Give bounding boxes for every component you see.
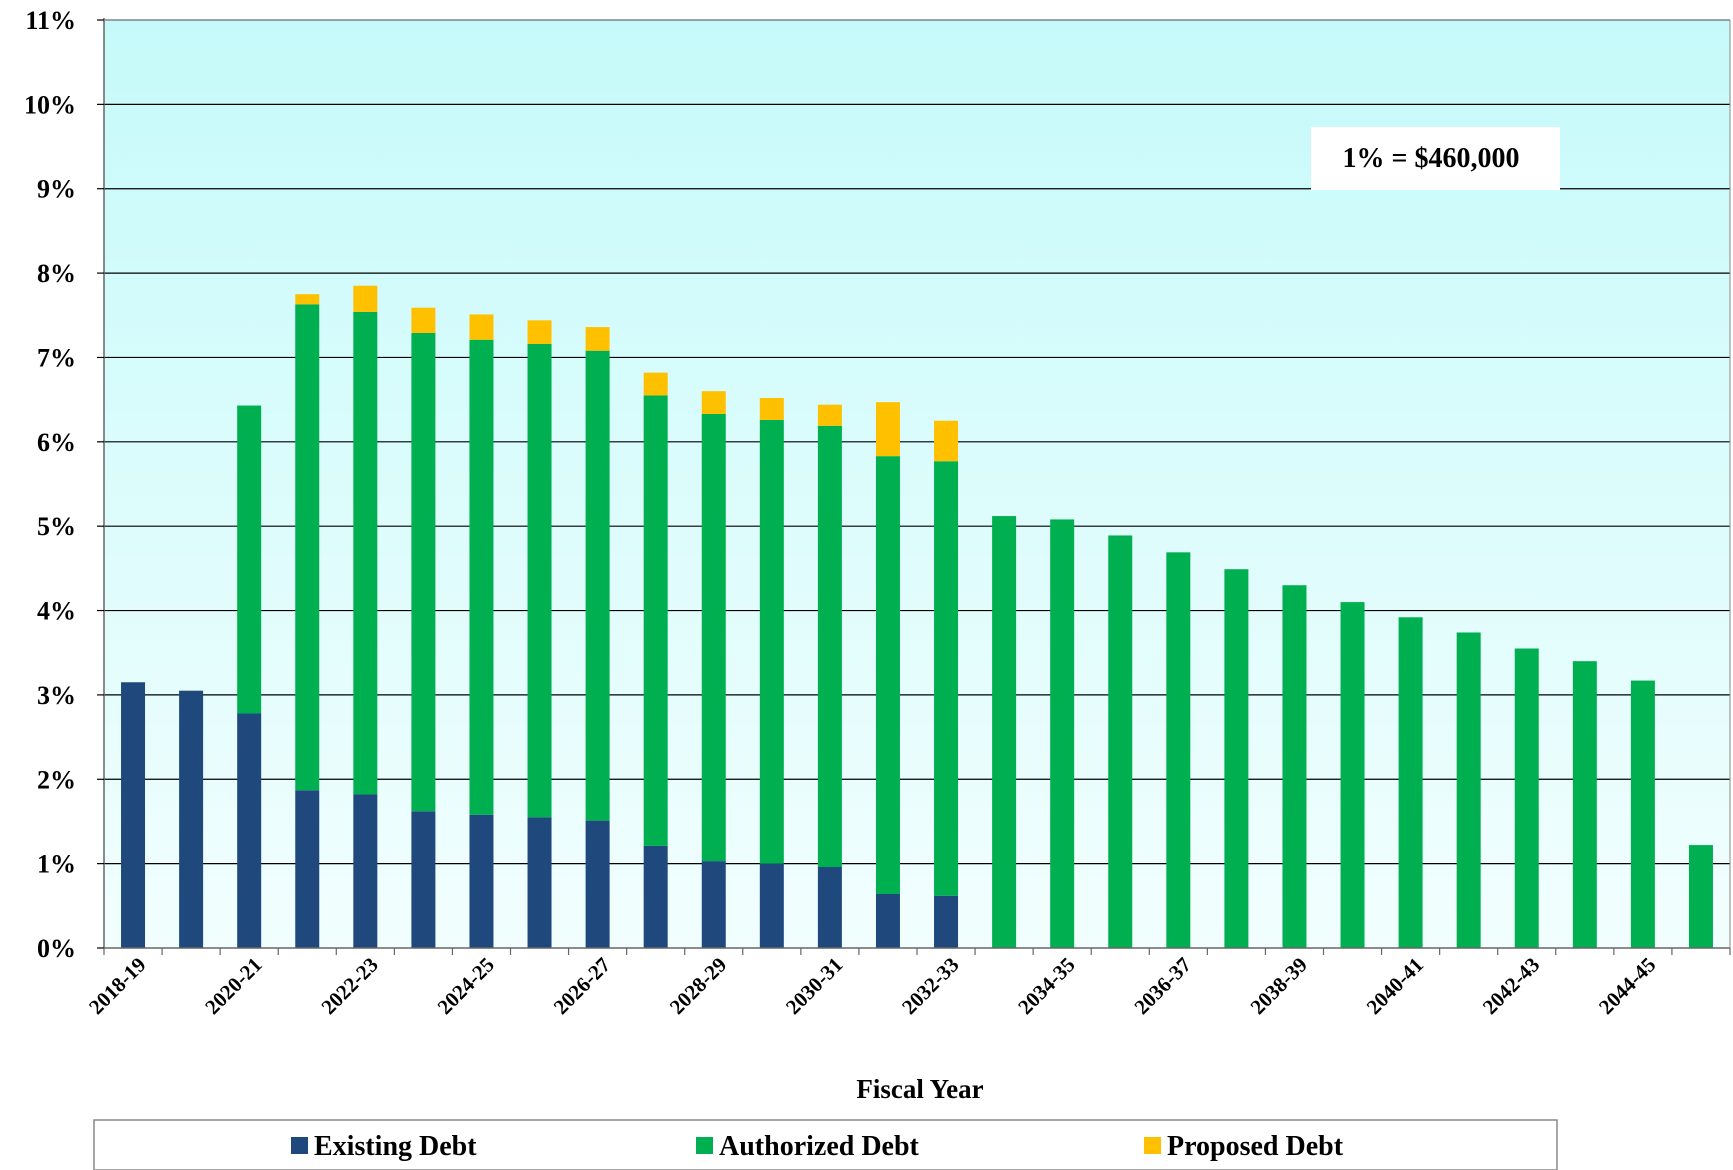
x-tick-label: 2040-41 bbox=[1362, 953, 1428, 1019]
x-tick-label: 2032-33 bbox=[897, 953, 963, 1019]
y-tick-label: 1% bbox=[37, 850, 76, 879]
existing-debt-bar bbox=[121, 682, 146, 948]
x-tick-label: 2026-27 bbox=[549, 953, 615, 1019]
y-tick-label: 10% bbox=[24, 90, 76, 119]
proposed-debt-bar bbox=[295, 294, 320, 305]
legend-swatch-existing bbox=[291, 1137, 308, 1154]
authorized-debt-bar bbox=[1572, 661, 1597, 948]
x-tick-label: 2020-21 bbox=[200, 953, 266, 1019]
authorized-debt-bar bbox=[1340, 602, 1365, 948]
authorized-debt-bar bbox=[1688, 845, 1713, 948]
x-axis-label: Fiscal Year bbox=[856, 1074, 983, 1104]
authorized-debt-bar bbox=[1166, 552, 1191, 948]
y-tick-label: 9% bbox=[37, 175, 76, 204]
authorized-debt-bar bbox=[1630, 680, 1655, 948]
x-tick-label: 2030-31 bbox=[781, 953, 847, 1019]
authorized-debt-bar bbox=[1456, 632, 1481, 948]
existing-debt-bar bbox=[527, 817, 552, 948]
y-tick-label: 11% bbox=[25, 6, 76, 35]
authorized-debt-bar bbox=[1398, 617, 1423, 948]
legend-swatch-proposed bbox=[1144, 1137, 1161, 1154]
authorized-debt-bar bbox=[1224, 569, 1249, 948]
existing-debt-bar bbox=[701, 861, 726, 948]
legend: Existing Debt Authorized Debt Proposed D… bbox=[93, 1119, 1558, 1170]
authorized-debt-bar bbox=[992, 516, 1017, 948]
proposed-debt-bar bbox=[469, 314, 494, 340]
y-axis-ticks: 0% 1% 2% 3% 4% 5% 6% 7% 8% 9% 10% 11% bbox=[24, 6, 104, 963]
authorized-debt-bar bbox=[759, 419, 784, 864]
y-tick-label: 7% bbox=[37, 343, 76, 372]
authorized-debt-bar bbox=[527, 343, 552, 818]
authorized-debt-bar bbox=[817, 425, 842, 868]
existing-debt-bar bbox=[585, 820, 610, 948]
annotation-text: 1% = $460,000 bbox=[1343, 143, 1520, 174]
legend-swatch-authorized bbox=[696, 1137, 713, 1154]
authorized-debt-bar bbox=[585, 350, 610, 821]
existing-debt-bar bbox=[469, 814, 494, 948]
y-tick-label: 6% bbox=[37, 428, 76, 457]
existing-debt-bar bbox=[875, 894, 900, 948]
authorized-debt-bar bbox=[469, 339, 494, 815]
authorized-debt-bar bbox=[1282, 585, 1307, 948]
legend-label-authorized: Authorized Debt bbox=[719, 1131, 920, 1162]
x-tick-label: 2024-25 bbox=[433, 953, 499, 1019]
authorized-debt-bar bbox=[1050, 519, 1075, 948]
proposed-debt-bar bbox=[643, 372, 668, 396]
legend-frame bbox=[93, 1119, 1558, 1170]
x-tick-label: 2022-23 bbox=[316, 953, 382, 1019]
proposed-debt-bar bbox=[701, 391, 726, 414]
authorized-debt-bar bbox=[411, 332, 436, 812]
proposed-debt-bar bbox=[875, 402, 900, 457]
existing-debt-bar bbox=[759, 863, 784, 948]
y-tick-label: 3% bbox=[37, 681, 76, 710]
existing-debt-bar bbox=[237, 713, 262, 948]
authorized-debt-bar bbox=[353, 311, 378, 795]
proposed-debt-bar bbox=[817, 404, 842, 426]
proposed-debt-bar bbox=[585, 327, 610, 351]
proposed-debt-bar bbox=[934, 420, 959, 462]
x-tick-label: 2038-39 bbox=[1246, 953, 1312, 1019]
y-tick-label: 8% bbox=[37, 259, 76, 288]
existing-debt-bar bbox=[934, 895, 959, 948]
legend-label-proposed: Proposed Debt bbox=[1167, 1131, 1344, 1162]
legend-label-existing: Existing Debt bbox=[314, 1131, 477, 1162]
y-tick-label: 0% bbox=[37, 934, 76, 963]
proposed-debt-bar bbox=[353, 285, 378, 312]
x-tick-label: 2036-37 bbox=[1129, 953, 1195, 1019]
existing-debt-bar bbox=[411, 811, 436, 948]
x-tick-label: 2042-43 bbox=[1478, 953, 1544, 1019]
authorized-debt-bar bbox=[934, 461, 959, 896]
authorized-debt-bar bbox=[1514, 648, 1539, 948]
authorized-debt-bar bbox=[875, 456, 900, 895]
y-tick-label: 5% bbox=[37, 512, 76, 541]
existing-debt-bar bbox=[353, 794, 378, 948]
authorized-debt-bar bbox=[237, 405, 262, 714]
proposed-debt-bar bbox=[527, 320, 552, 344]
x-tick-label: 2044-45 bbox=[1594, 953, 1660, 1019]
authorized-debt-bar bbox=[701, 413, 726, 862]
x-tick-label: 2034-35 bbox=[1013, 953, 1079, 1019]
y-tick-label: 4% bbox=[37, 597, 76, 626]
authorized-debt-bar bbox=[295, 304, 320, 791]
proposed-debt-bar bbox=[411, 307, 436, 333]
y-tick-label: 2% bbox=[37, 765, 76, 794]
existing-debt-bar bbox=[643, 845, 668, 948]
existing-debt-bar bbox=[295, 790, 320, 948]
existing-debt-bar bbox=[179, 690, 204, 948]
authorized-debt-bar bbox=[643, 395, 668, 846]
existing-debt-bar bbox=[817, 867, 842, 948]
x-tick-label: 2028-29 bbox=[665, 953, 731, 1019]
x-axis-ticks: 2018-19 2020-21 2022-23 2024-25 2026-27 2028-… bbox=[84, 948, 1731, 1019]
authorized-debt-bar bbox=[1108, 535, 1133, 948]
x-tick-label: 2018-19 bbox=[84, 953, 150, 1019]
proposed-debt-bar bbox=[759, 397, 784, 420]
annotation-box: 1% = $460,000 bbox=[1311, 127, 1560, 190]
bars bbox=[121, 285, 1713, 948]
